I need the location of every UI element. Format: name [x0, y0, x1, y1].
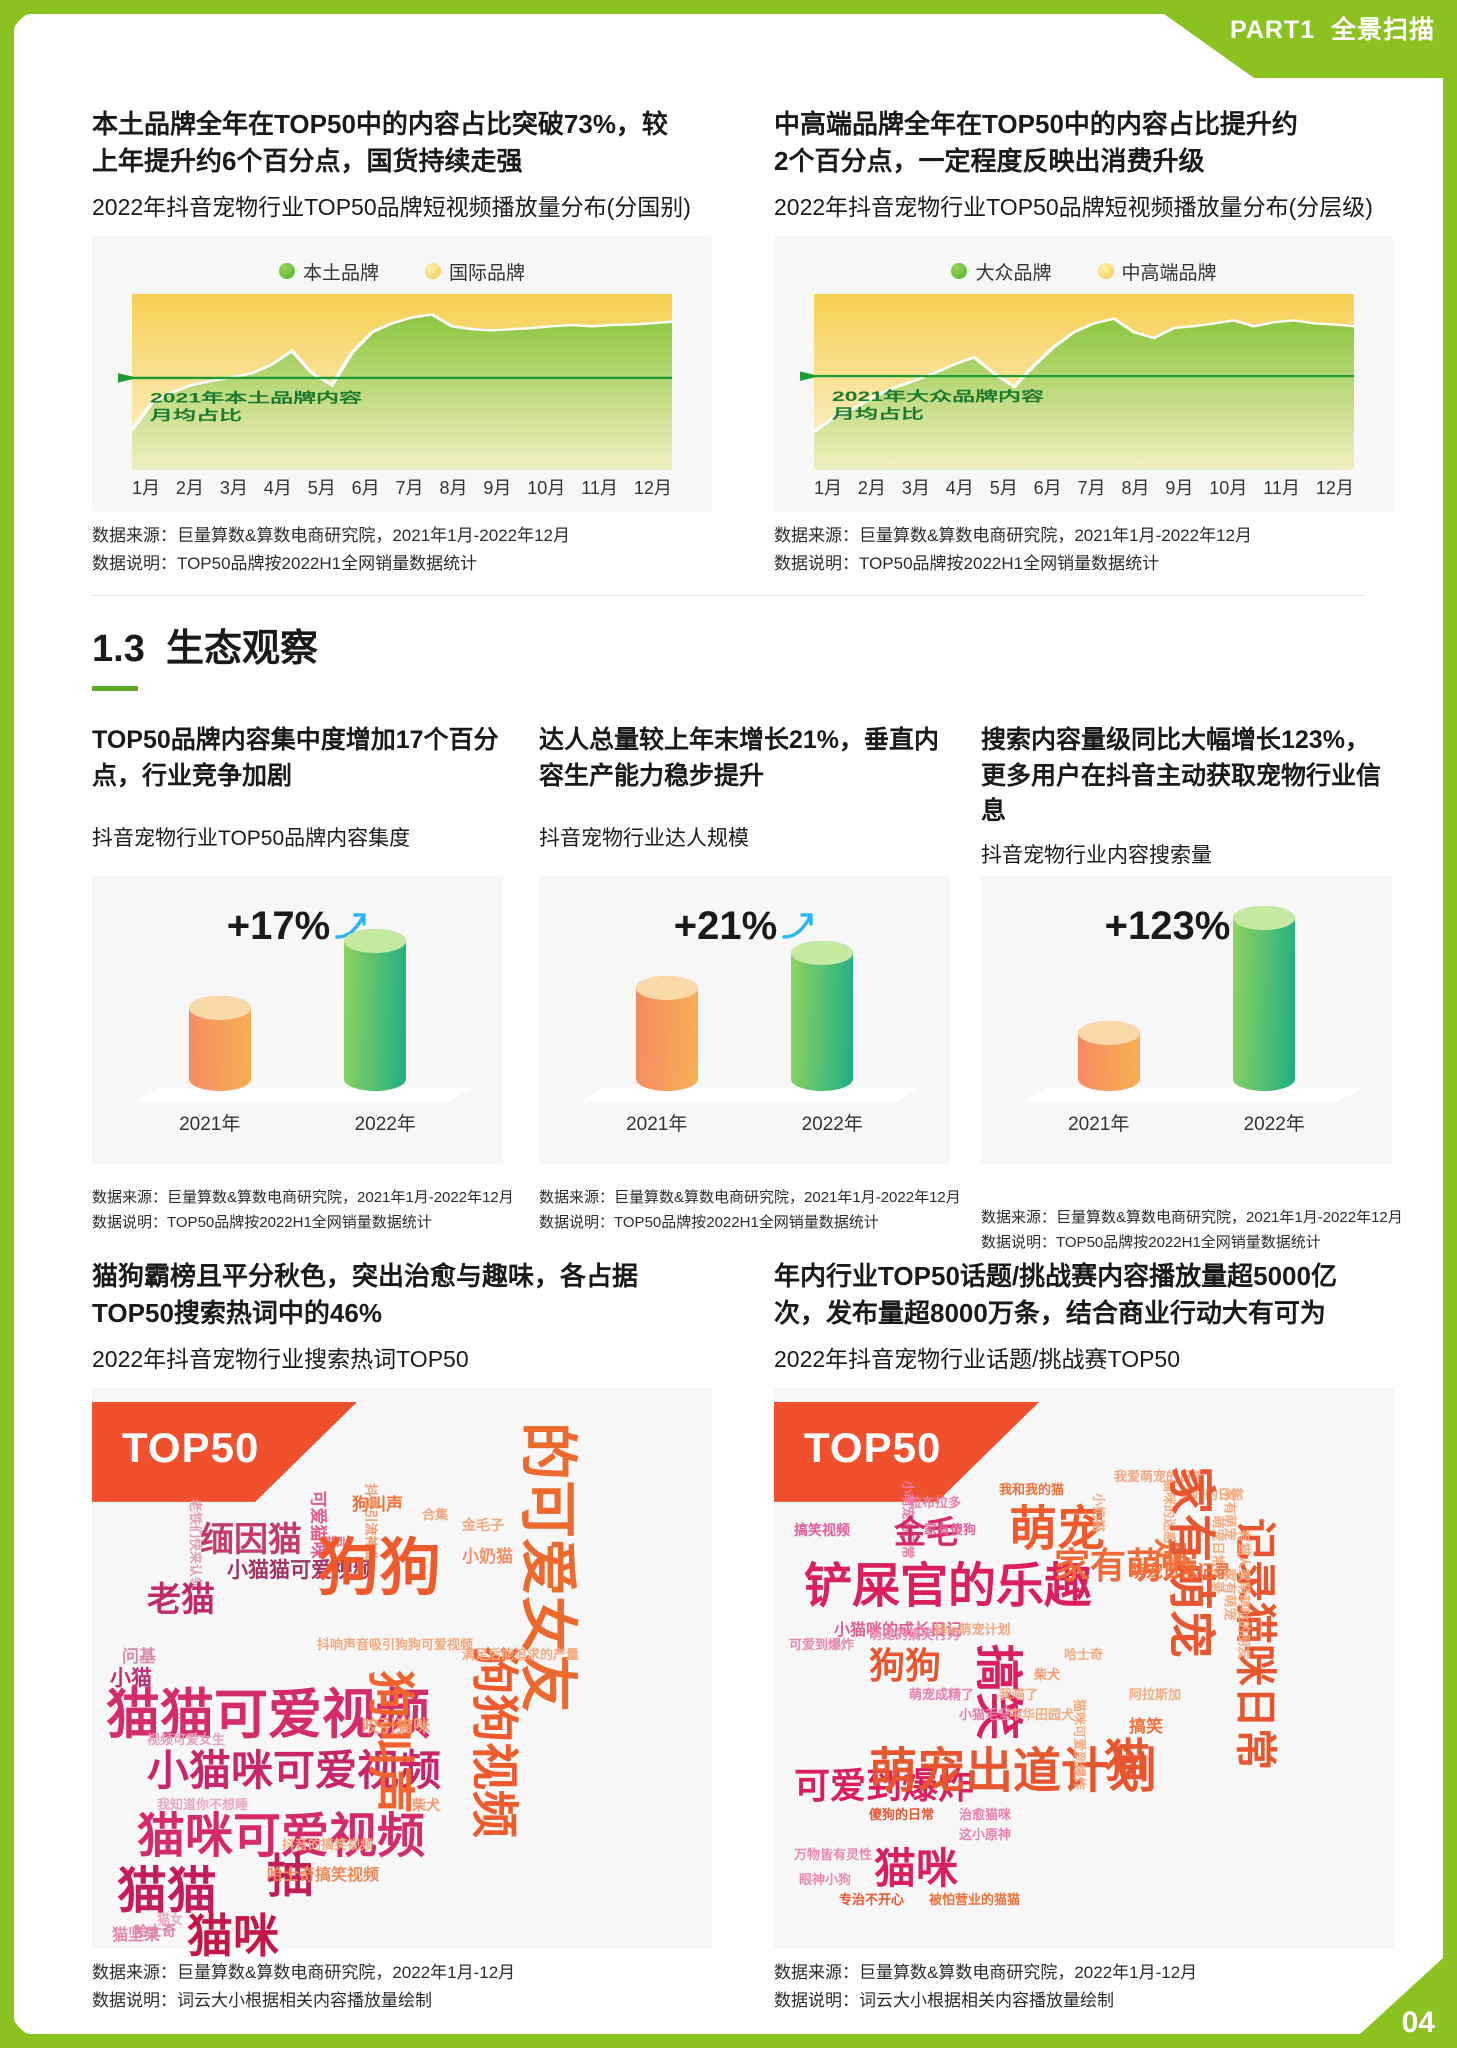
svg-text:月均占比: 月均占比	[149, 407, 242, 423]
svg-text:2021年本土品牌内容: 2021年本土品牌内容	[150, 389, 362, 405]
svg-text:2021年大众品牌内容: 2021年大众品牌内容	[832, 388, 1044, 404]
svg-text:月均占比: 月均占比	[831, 405, 924, 421]
